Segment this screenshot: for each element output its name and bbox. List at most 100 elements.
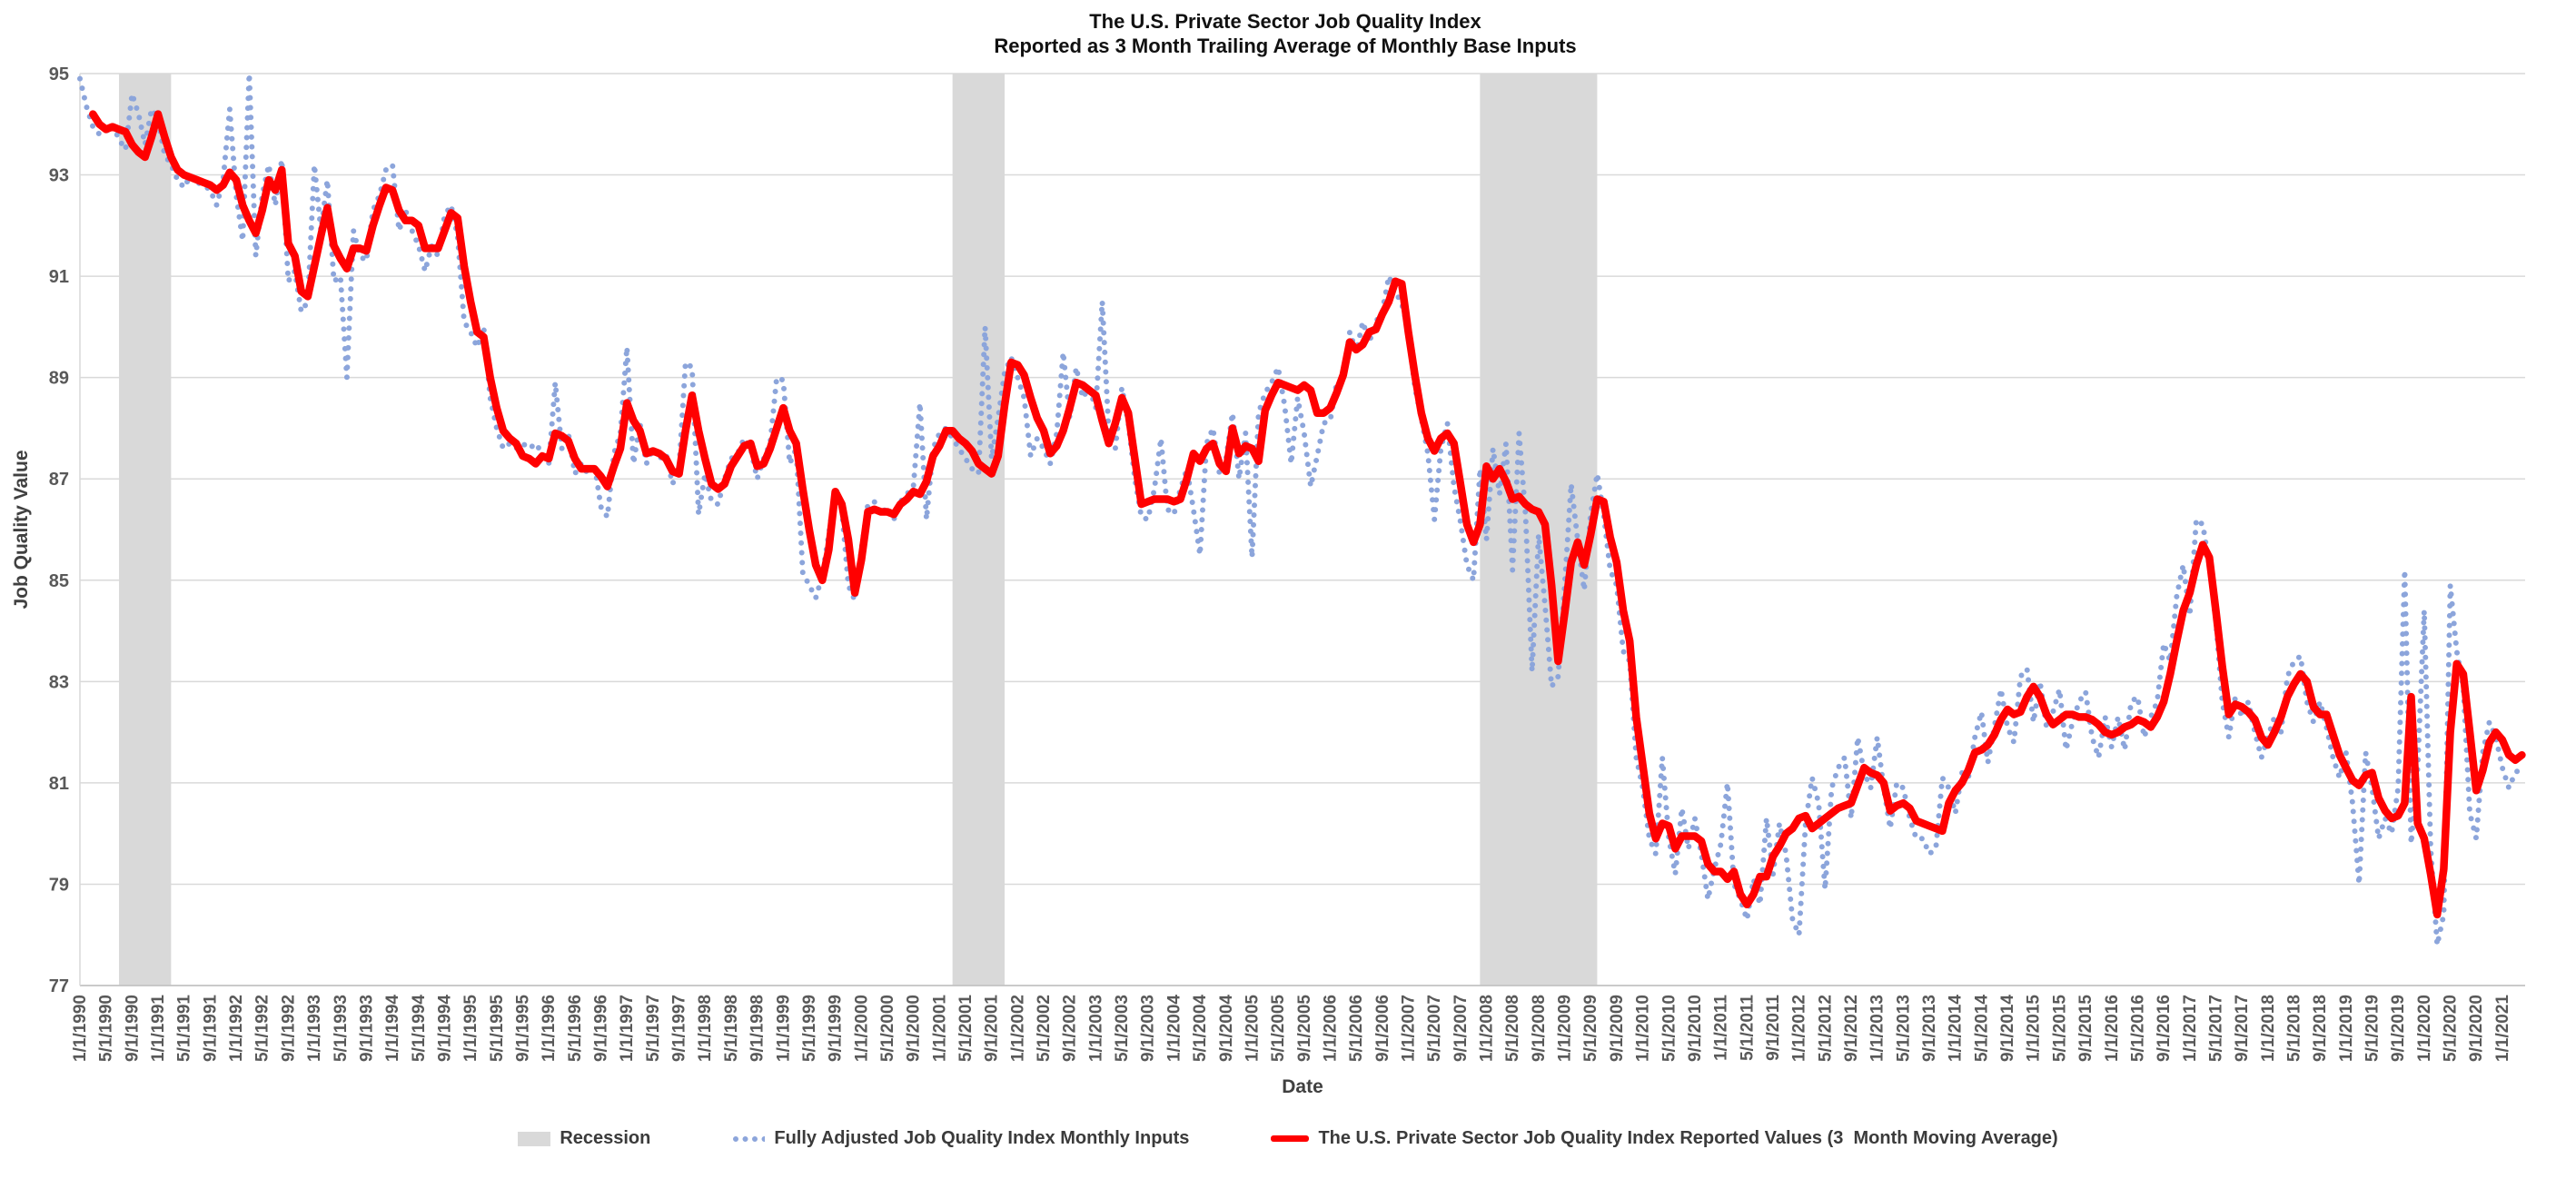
y-axis-title: Job Quality Value [11, 450, 32, 609]
legend-label-reported-values: The U.S. Private Sector Job Quality Inde… [1318, 1128, 2058, 1148]
x-axis-tick-label: 5/1/1994 [410, 995, 429, 1062]
x-axis-tick-label: 5/1/2020 [2442, 995, 2461, 1062]
x-axis-tick-label: 1/1/1997 [618, 995, 637, 1062]
x-axis-tick-label: 1/1/1992 [227, 995, 246, 1062]
x-axis-tick-label: 1/1/2017 [2181, 995, 2200, 1062]
y-axis-tick-label: 81 [49, 774, 69, 794]
x-axis-tick-label: 5/1/2004 [1191, 995, 1210, 1062]
x-axis-tick-label: 9/1/2006 [1373, 995, 1392, 1062]
recession-swatch-icon [518, 1131, 551, 1146]
x-axis-tick-label: 9/1/1993 [357, 995, 376, 1062]
x-axis-tick-label: 1/1/2006 [1321, 995, 1340, 1062]
x-axis-tick-label: 5/1/1995 [488, 995, 507, 1062]
x-axis-tick-label: 5/1/2010 [1660, 995, 1679, 1062]
x-axis-tick-label: 1/1/2009 [1556, 995, 1575, 1062]
x-axis-tick-label: 9/1/1991 [201, 995, 220, 1062]
x-axis-tick-label: 9/1/2008 [1530, 995, 1549, 1062]
chart-title-line2: Reported as 3 Month Trailing Average of … [994, 35, 1577, 57]
x-axis-tick-label: 9/1/2019 [2389, 995, 2408, 1062]
x-axis-tick-label: 5/1/1992 [253, 995, 272, 1062]
legend-label-monthly-inputs: Fully Adjusted Job Quality Index Monthly… [774, 1128, 1190, 1148]
x-axis-tick-label: 1/1/1994 [383, 995, 402, 1062]
y-axis-tick-label: 79 [49, 875, 69, 895]
x-axis-tick-label: 1/1/2018 [2259, 995, 2278, 1062]
legend: Recession Fully Adjusted Job Quality Ind… [0, 1128, 2576, 1149]
x-axis-tick-label: 5/1/2009 [1581, 995, 1600, 1062]
x-axis-tick-label: 5/1/1991 [175, 995, 194, 1062]
x-axis-tick-label: 5/1/2001 [956, 995, 976, 1062]
chart-title-line1: The U.S. Private Sector Job Quality Inde… [1089, 10, 1481, 33]
y-axis-tick-label: 87 [49, 470, 69, 490]
recession-band [952, 74, 1006, 986]
x-axis-tick-label: 5/1/2016 [2128, 995, 2147, 1062]
x-axis-tick-label: 9/1/1997 [670, 995, 689, 1062]
x-axis-tick-label: 9/1/2013 [1920, 995, 1939, 1062]
x-axis-tick-label: 1/1/1990 [71, 995, 90, 1062]
y-axis-tick-label: 89 [49, 369, 69, 389]
x-axis-tick-label: 5/1/2000 [878, 995, 897, 1062]
x-axis-tick-label: 5/1/1990 [97, 995, 116, 1062]
red-line-swatch-icon [1271, 1135, 1310, 1142]
x-axis-tick-label: 5/1/2014 [1972, 995, 1991, 1062]
x-axis-tick-label: 5/1/1999 [800, 995, 819, 1062]
y-axis-tick-label: 83 [49, 672, 69, 692]
x-axis-tick-label: 5/1/1997 [644, 995, 663, 1062]
x-axis-tick-label: 9/1/1994 [435, 995, 454, 1062]
x-axis-tick-label: 1/1/1998 [696, 995, 715, 1062]
x-axis-tick-label: 5/1/2002 [1035, 995, 1054, 1062]
x-axis-tick-label: 1/1/2008 [1478, 995, 1497, 1062]
legend-item-reported-values: The U.S. Private Sector Job Quality Inde… [1271, 1128, 2058, 1149]
y-axis-tick-label: 77 [49, 976, 69, 996]
x-axis-tick-label: 1/1/2004 [1164, 995, 1184, 1062]
x-axis-tick-label: 9/1/2020 [2467, 995, 2486, 1062]
x-axis-tick-label: 9/1/1999 [827, 995, 846, 1062]
y-axis-tick-label: 85 [49, 571, 69, 591]
x-axis-tick-label: 1/1/1991 [149, 995, 168, 1062]
x-axis-tick-label: 1/1/2014 [1947, 995, 1966, 1062]
x-axis-tick-label: 1/1/2016 [2103, 995, 2122, 1062]
x-axis-tick-label: 9/1/2005 [1295, 995, 1314, 1062]
recession-band [1480, 74, 1598, 986]
x-axis-tick-label: 1/1/2019 [2337, 995, 2356, 1062]
monthly-inputs-dotted-series [77, 71, 2525, 948]
x-axis-tick-label: 5/1/1996 [566, 995, 585, 1062]
dotted-line-swatch-icon [733, 1135, 766, 1142]
y-axis-tick-label: 93 [49, 166, 69, 186]
x-axis-tick-label: 9/1/2009 [1608, 995, 1627, 1062]
x-axis-tick-label: 9/1/1992 [279, 995, 298, 1062]
x-axis-tick-label: 1/1/2010 [1634, 995, 1653, 1062]
x-axis-tick-label: 5/1/2018 [2284, 995, 2304, 1062]
y-axis-tick-label: 91 [49, 267, 69, 287]
x-axis-tick-label: 5/1/2011 [1738, 995, 1757, 1061]
x-axis-tick-label: 9/1/1995 [513, 995, 532, 1062]
x-axis-tick-label: 9/1/2015 [2076, 995, 2095, 1062]
x-axis-tick-label: 1/1/2020 [2415, 995, 2434, 1062]
x-axis-tick-label: 1/1/2013 [1868, 995, 1887, 1062]
x-axis-tick-label: 9/1/2010 [1686, 995, 1705, 1062]
legend-label-recession: Recession [560, 1128, 651, 1148]
x-axis-tick-label: 5/1/2008 [1503, 995, 1522, 1062]
y-axis-tick-label: 95 [49, 64, 69, 84]
x-axis-tick-label: 9/1/2016 [2155, 995, 2174, 1062]
x-axis-tick-label: 5/1/2005 [1269, 995, 1288, 1062]
x-axis-tick-label: 5/1/2012 [1816, 995, 1835, 1062]
x-axis-tick-label: 1/1/2001 [930, 995, 949, 1062]
x-axis-tick-label: 5/1/2017 [2206, 995, 2225, 1062]
x-axis-tick-label: 5/1/2019 [2363, 995, 2383, 1062]
x-axis-tick-label: 1/1/1995 [461, 995, 481, 1062]
x-axis-tick-label: 1/1/2003 [1086, 995, 1105, 1062]
x-axis-tick-label: 9/1/2000 [905, 995, 924, 1062]
x-axis-tick-label: 1/1/2011 [1712, 995, 1731, 1061]
x-axis-tick-label: 1/1/1996 [540, 995, 559, 1062]
x-axis-tick-label: 1/1/2015 [2025, 995, 2044, 1062]
x-axis-tick-label: 5/1/2006 [1347, 995, 1366, 1062]
legend-item-recession: Recession [518, 1128, 650, 1149]
x-axis-tick-label: 9/1/1990 [123, 995, 142, 1062]
x-axis-tick-label: 5/1/1998 [722, 995, 741, 1062]
x-axis-tick-label: 5/1/2007 [1425, 995, 1444, 1062]
x-axis-tick-label: 9/1/2002 [1061, 995, 1080, 1062]
x-axis-tick-label: 1/1/2000 [852, 995, 871, 1062]
x-axis-tick-label: 1/1/2012 [1790, 995, 1809, 1062]
x-axis-tick-label: 9/1/2018 [2311, 995, 2330, 1062]
